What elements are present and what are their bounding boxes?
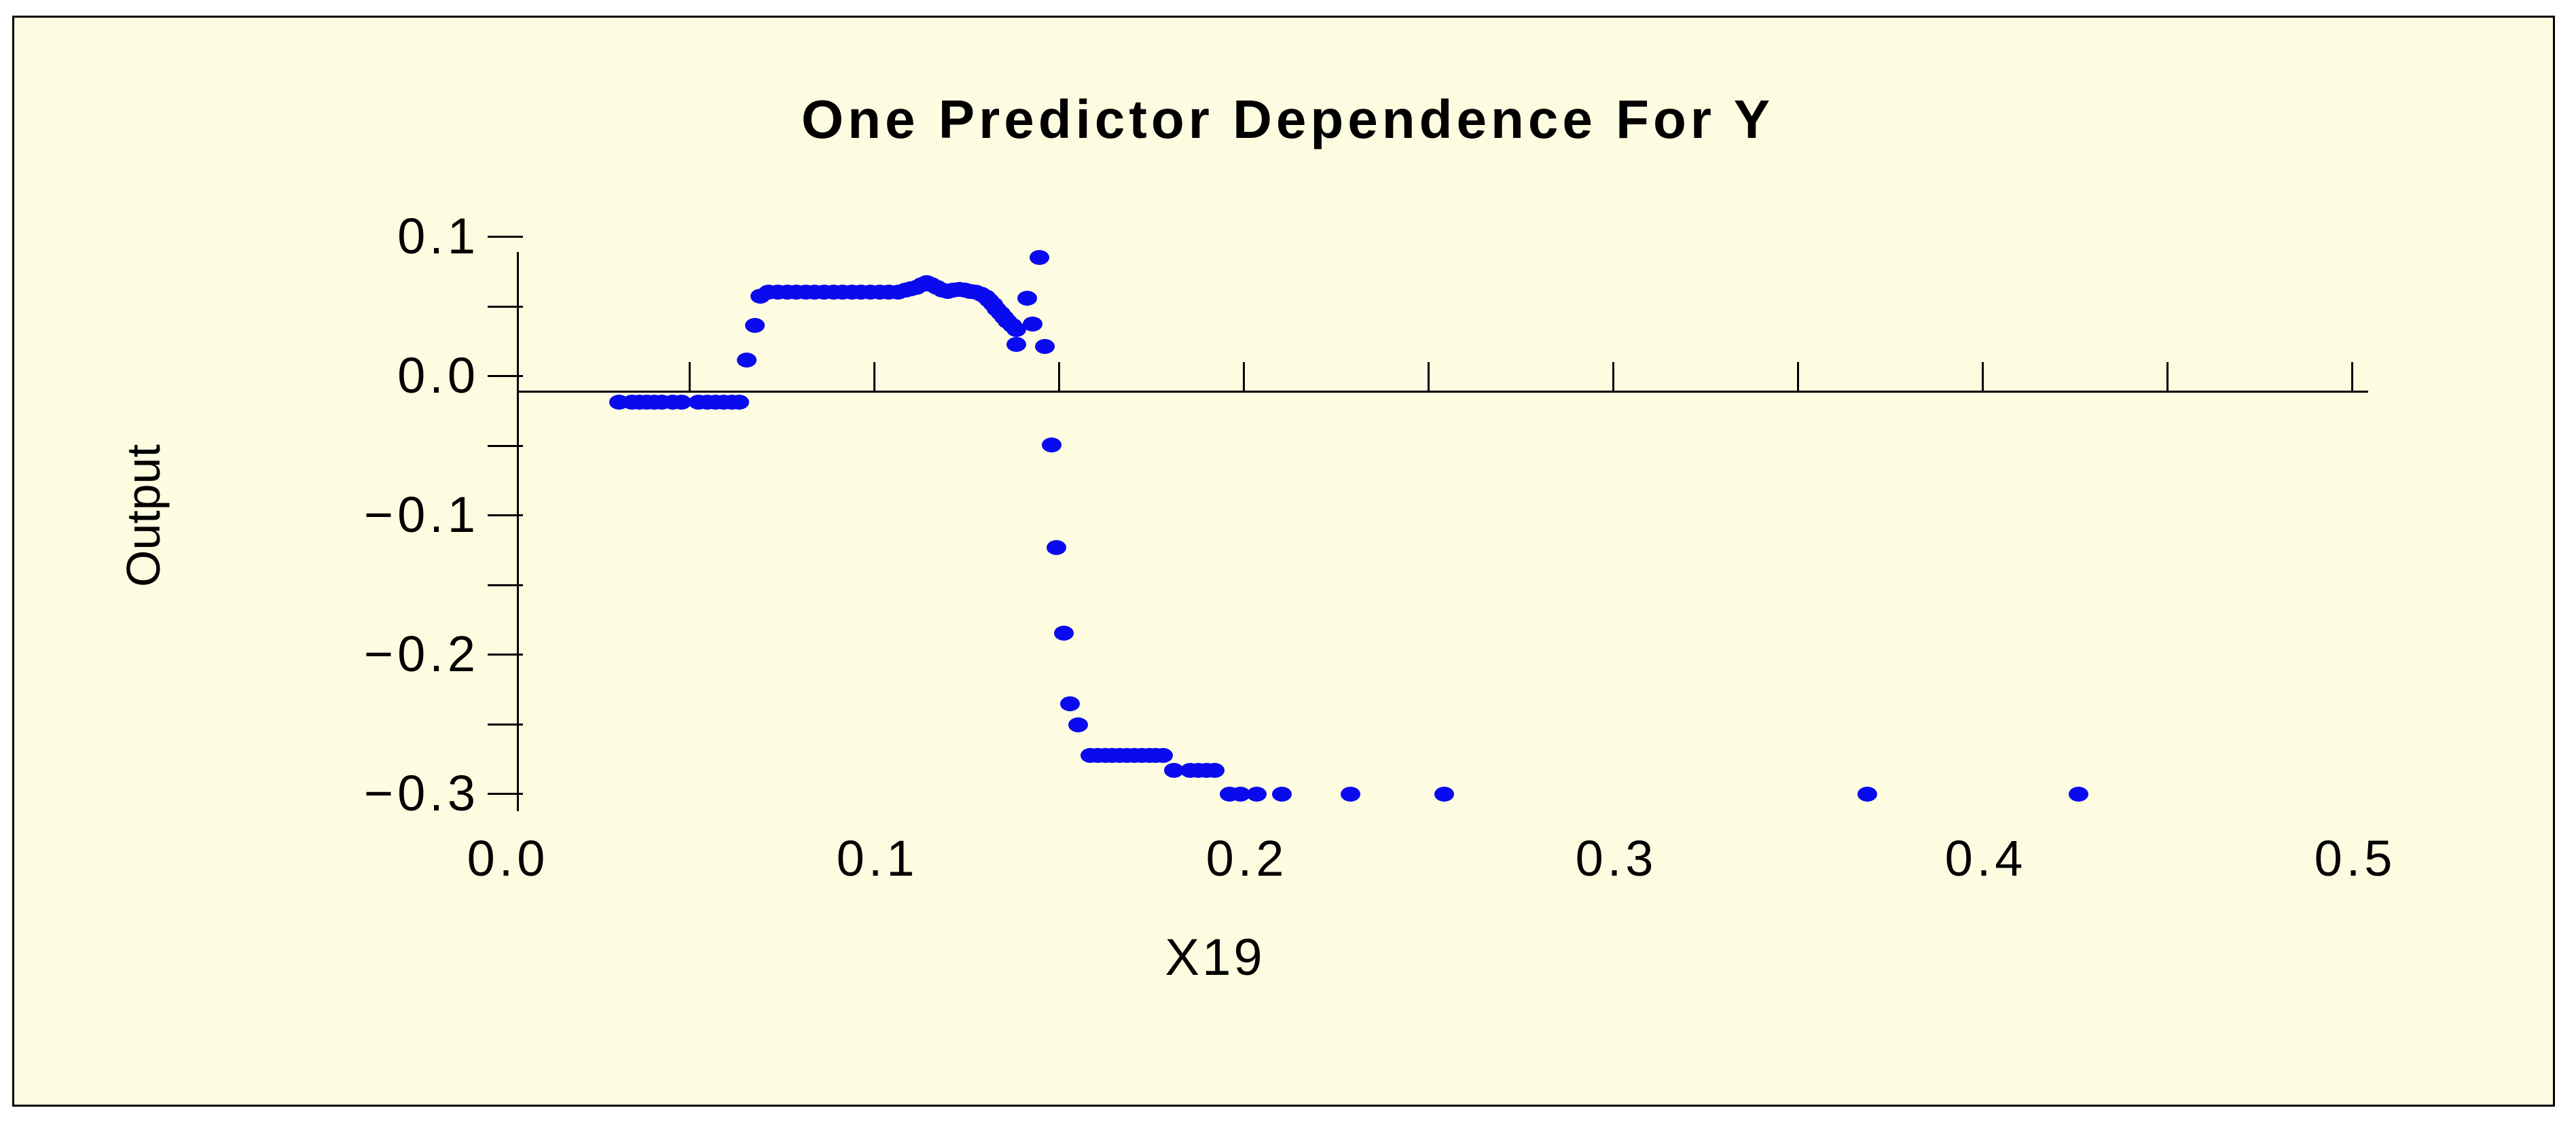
y-axis-title: Output [117, 444, 170, 588]
y-tick-label: −0.2 [363, 626, 479, 682]
data-point [745, 318, 765, 334]
x-axis-line [517, 391, 2368, 393]
data-point [1053, 626, 1074, 641]
data-point [736, 353, 757, 368]
x-tick-label: 0.4 [1944, 830, 2027, 887]
y-tick-label: −0.3 [363, 765, 479, 821]
data-point [1017, 291, 1037, 306]
data-point [1857, 787, 1877, 802]
data-point [1006, 337, 1026, 353]
data-point [1153, 748, 1174, 764]
data-point [1029, 249, 1049, 265]
data-point [1271, 787, 1292, 802]
data-point [1068, 717, 1089, 732]
y-tick-label: 0.1 [397, 208, 479, 264]
x-axis-tick [689, 362, 691, 391]
y-axis-tick [488, 236, 523, 238]
y-axis-tick [488, 793, 523, 795]
x-axis-tick [1428, 362, 1430, 391]
data-point [1047, 539, 1067, 555]
x-tick-label: 0.5 [2314, 830, 2397, 887]
y-axis-tick [488, 375, 523, 377]
data-point [1340, 787, 1360, 802]
chart-frame: One Predictor Dependence For Y Output X1… [12, 16, 2555, 1107]
y-axis-tick [488, 584, 523, 586]
y-axis-line [517, 252, 519, 811]
x-axis-tick [1243, 362, 1245, 391]
y-tick-label: 0.0 [397, 347, 479, 404]
x-axis-tick [1797, 362, 1799, 391]
data-point [1163, 762, 1184, 778]
y-tick-label: −0.1 [363, 486, 479, 543]
y-axis-tick [488, 654, 523, 656]
x-tick-label: 0.3 [1575, 830, 1658, 887]
data-point [2069, 787, 2089, 802]
data-point [1434, 787, 1454, 802]
x-axis-tick [1058, 362, 1060, 391]
data-point [1023, 316, 1043, 332]
data-point [671, 394, 691, 410]
data-point [729, 394, 750, 410]
x-tick-label: 0.1 [836, 830, 919, 887]
data-point [1230, 787, 1250, 802]
x-axis-tick [1982, 362, 1984, 391]
data-point [1060, 696, 1081, 711]
x-axis-tick [2166, 362, 2169, 391]
x-axis-tick [1612, 362, 1614, 391]
chart-title: One Predictor Dependence For Y [801, 89, 1775, 149]
x-tick-label: 0.2 [1205, 830, 1288, 887]
data-point [1205, 762, 1225, 778]
data-point [1041, 438, 1062, 453]
x-axis-tick [873, 362, 875, 391]
data-point [1246, 787, 1267, 802]
y-axis-tick [488, 514, 523, 516]
data-point [1034, 338, 1055, 354]
x-axis-tick [2351, 362, 2353, 391]
x-axis-title: X19 [1165, 929, 1265, 986]
x-tick-label: 0.0 [467, 830, 549, 887]
data-point [1006, 322, 1027, 338]
y-axis-tick [488, 723, 523, 726]
y-axis-tick [488, 444, 523, 447]
y-axis-tick [488, 305, 523, 308]
